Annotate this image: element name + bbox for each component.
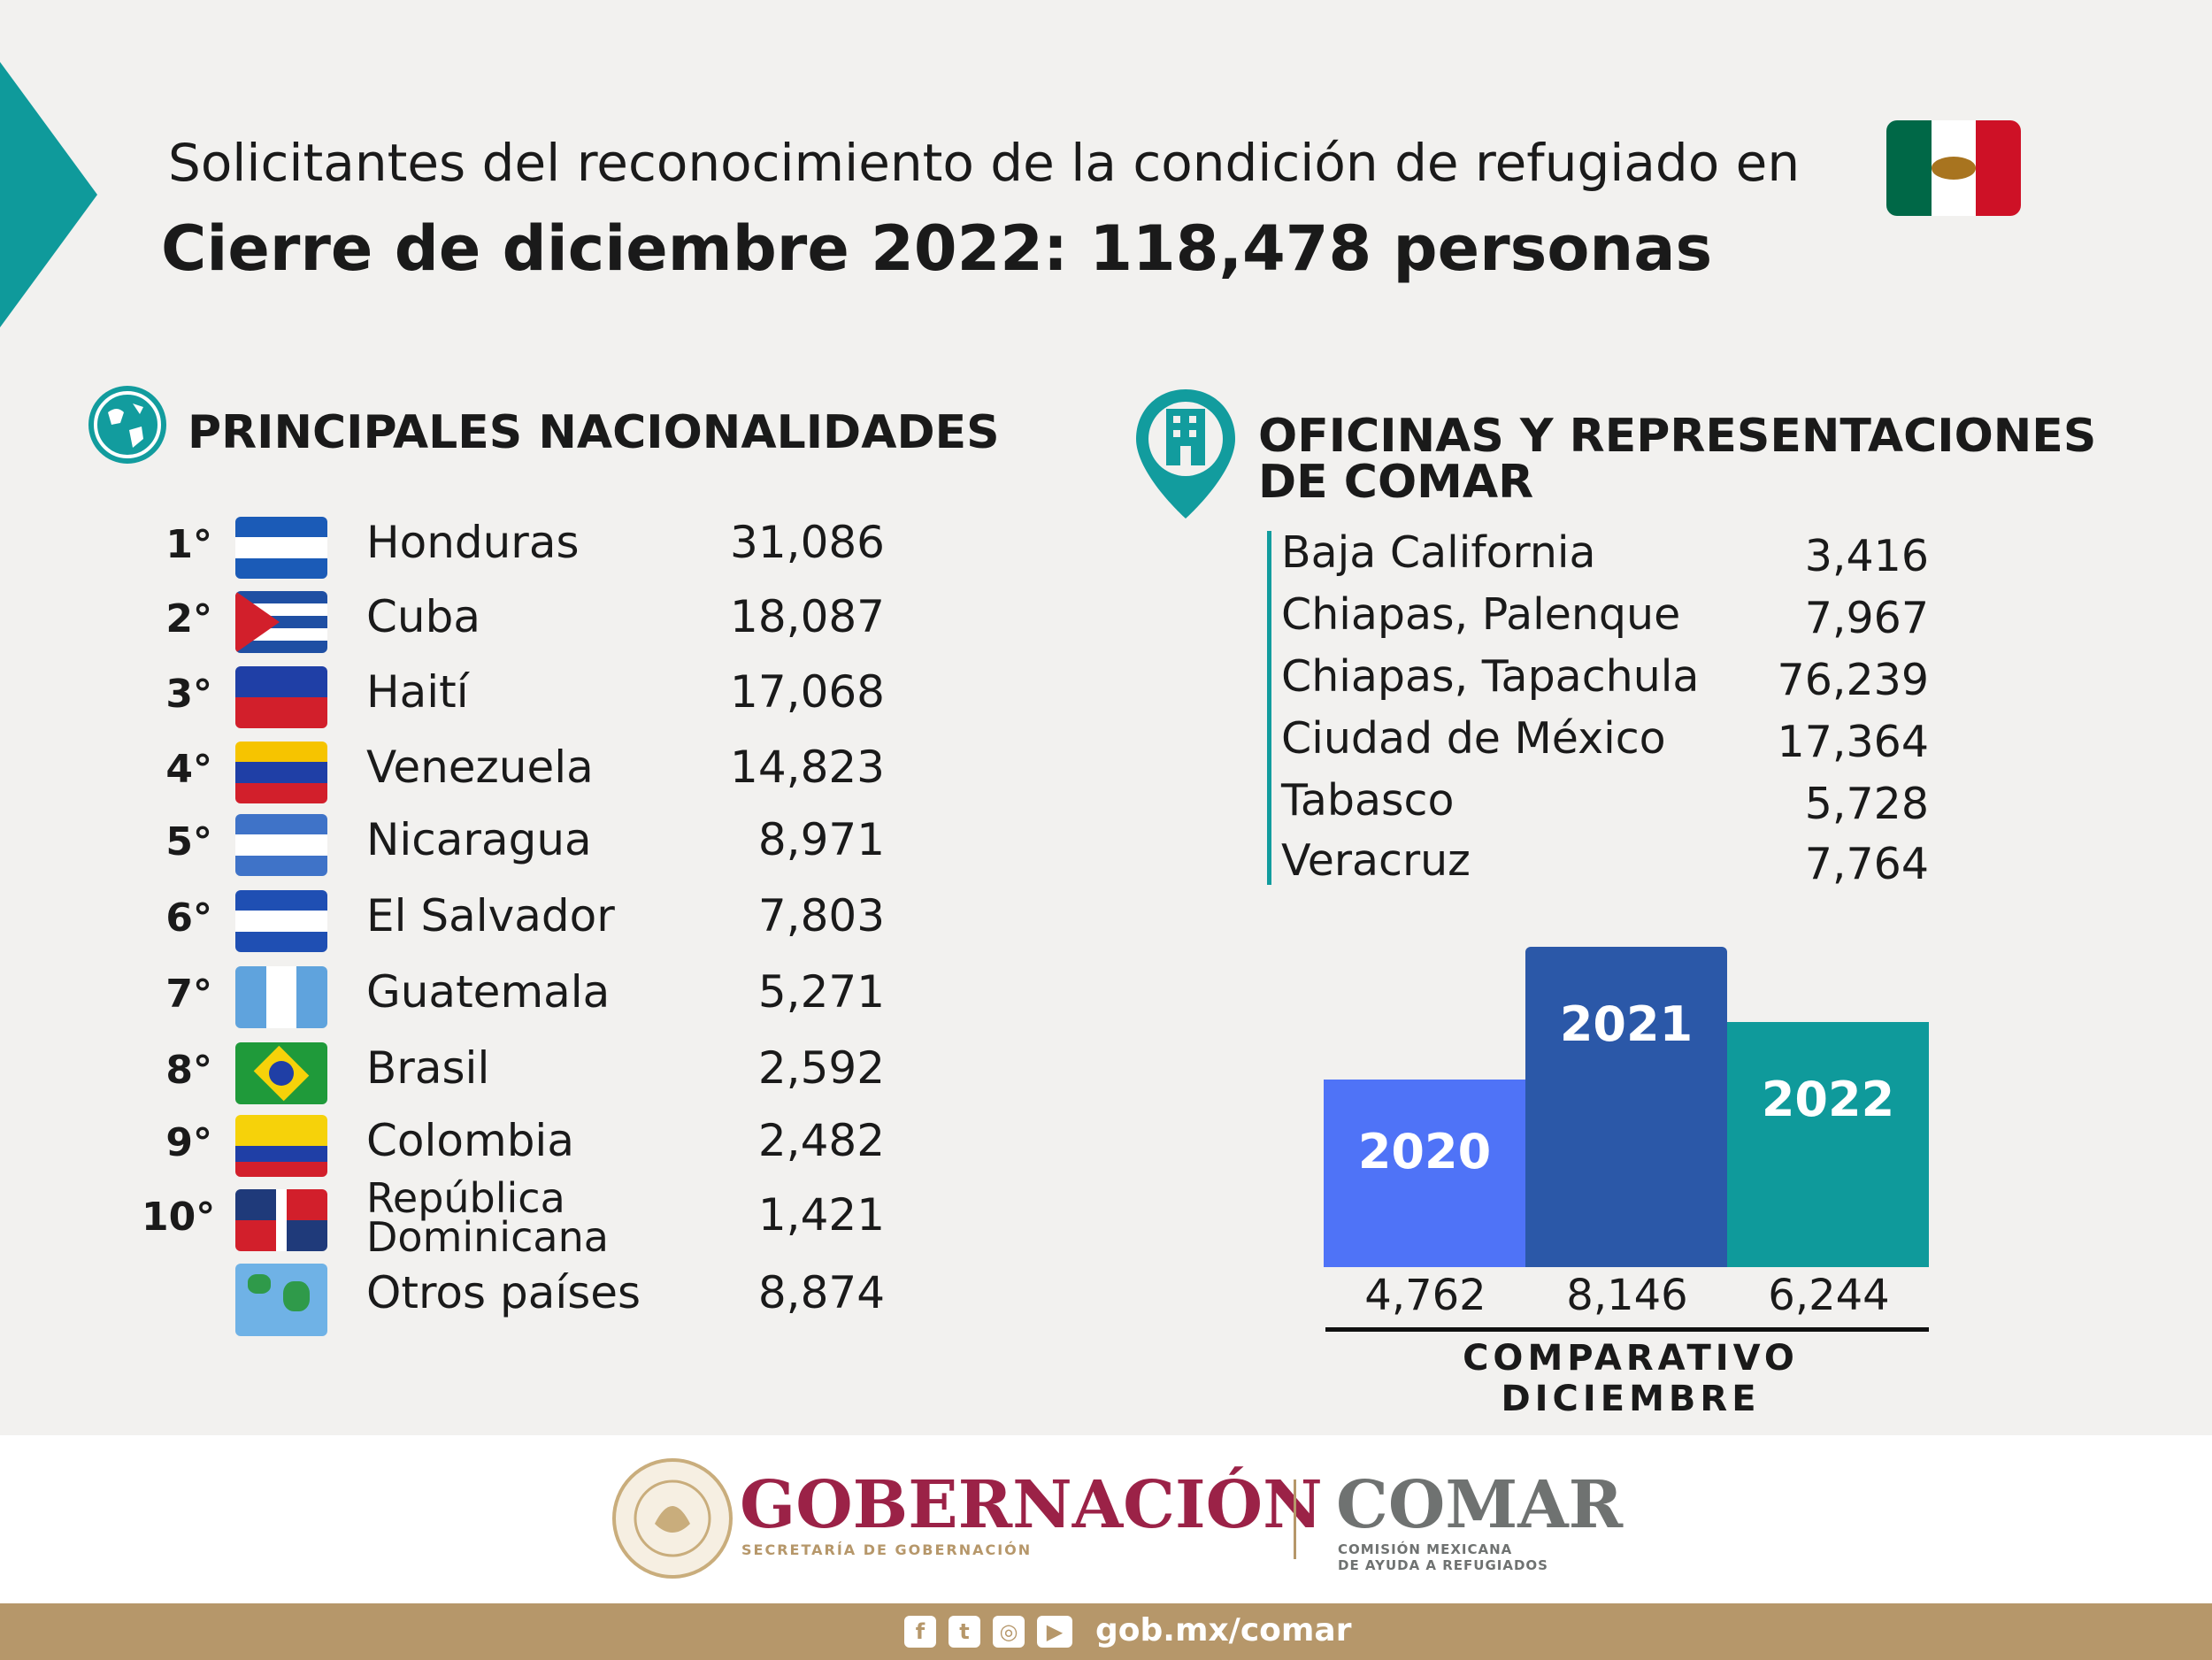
offices-title-line-2: DE COMAR xyxy=(1258,456,1534,509)
nationality-name: Otros países xyxy=(366,1267,641,1318)
nationality-name: Nicaragua xyxy=(366,814,592,865)
bar-year-label: 2020 xyxy=(1357,1124,1492,1180)
twitter-icon[interactable]: t xyxy=(949,1616,980,1648)
nationality-name: Brasil xyxy=(366,1042,490,1094)
cuba-flag-icon xyxy=(235,591,327,653)
office-name: Chiapas, Tapachula xyxy=(1281,651,1700,702)
youtube-icon[interactable]: ▶ xyxy=(1037,1616,1072,1648)
nationality-name: Cuba xyxy=(366,591,480,642)
office-name: Veracruz xyxy=(1281,835,1471,886)
world-map-icon xyxy=(235,1264,327,1336)
nationality-value: 1,421 xyxy=(757,1189,885,1241)
nationality-name: Venezuela xyxy=(366,742,594,793)
nationality-value: 18,087 xyxy=(730,591,885,642)
haiti-flag-icon xyxy=(235,666,327,728)
nationality-name: Guatemala xyxy=(366,966,611,1018)
office-value: 7,764 xyxy=(1804,839,1929,889)
comar-logo: COMAR xyxy=(1336,1467,1624,1543)
chart-axis-line xyxy=(1325,1327,1929,1332)
colombia-flag-icon xyxy=(235,1115,327,1177)
nationality-rank: 6° xyxy=(165,895,212,941)
nationality-value: 2,592 xyxy=(757,1042,885,1094)
nationality-value: 31,086 xyxy=(730,517,885,568)
nationality-value: 8,971 xyxy=(757,814,885,865)
venezuela-flag-icon xyxy=(235,742,327,803)
bar-year-label: 2022 xyxy=(1761,1072,1895,1127)
chart-title: COMPARATIVO DICIEMBRE xyxy=(1463,1338,1799,1419)
page-title: Solicitantes del reconocimiento de la co… xyxy=(168,133,1801,193)
nationality-rank: 9° xyxy=(165,1120,212,1165)
nationalities-title: PRINCIPALES NACIONALIDADES xyxy=(188,406,1000,459)
logo-divider xyxy=(1294,1479,1296,1559)
comar-subtitle-line-1: COMISIÓN MEXICANA xyxy=(1338,1541,1513,1557)
website-link[interactable]: gob.mx/comar xyxy=(1095,1612,1352,1648)
office-value: 5,728 xyxy=(1804,779,1929,829)
nationality-name: República Dominicana xyxy=(366,1174,609,1261)
bar-2022: 2022 xyxy=(1727,1022,1929,1267)
instagram-icon[interactable]: ◎ xyxy=(993,1616,1025,1648)
office-name: Tabasco xyxy=(1281,775,1455,826)
office-name: Baja California xyxy=(1281,527,1596,578)
nationality-value: 17,068 xyxy=(730,666,885,718)
nationality-rank: 7° xyxy=(165,972,212,1017)
nationality-rank: 2° xyxy=(165,596,212,642)
bar-2021: 2021 xyxy=(1525,947,1727,1267)
office-value: 7,967 xyxy=(1804,593,1929,643)
nationality-rank: 3° xyxy=(165,672,212,717)
bar-year-label: 2021 xyxy=(1559,996,1694,1052)
nationality-name: Honduras xyxy=(366,517,580,568)
nationality-rank: 5° xyxy=(165,819,212,865)
footer xyxy=(0,1435,2212,1603)
page-subtitle: Cierre de diciembre 2022: 118,478 person… xyxy=(161,212,1713,285)
brasil-flag-icon xyxy=(235,1042,327,1104)
guatemala-flag-icon xyxy=(235,966,327,1028)
comar-subtitle-line-2: DE AYUDA A REFUGIADOS xyxy=(1338,1557,1548,1573)
office-value: 17,364 xyxy=(1777,717,1929,767)
bar-value-label: 8,146 xyxy=(1566,1271,1688,1320)
mexico-flag-icon xyxy=(1886,120,2021,216)
nationality-value: 5,271 xyxy=(757,966,885,1018)
nationality-name: Haití xyxy=(366,666,469,718)
mexico-seal-icon xyxy=(612,1458,733,1579)
nationality-value: 7,803 xyxy=(757,890,885,941)
nationality-rank: 4° xyxy=(165,747,212,792)
dominican-flag-icon xyxy=(235,1189,327,1251)
nationality-rank: 1° xyxy=(165,522,212,567)
nicaragua-flag-icon xyxy=(235,814,327,876)
office-value: 76,239 xyxy=(1777,655,1929,705)
facebook-icon[interactable]: f xyxy=(904,1616,936,1648)
office-location-pin-icon xyxy=(1136,389,1235,519)
office-value: 3,416 xyxy=(1804,531,1929,581)
nationality-name: Colombia xyxy=(366,1115,574,1166)
nationality-name: El Salvador xyxy=(366,890,615,941)
nationality-rank: 10° xyxy=(142,1195,216,1240)
office-name: Ciudad de México xyxy=(1281,713,1666,764)
gobernacion-logo: GOBERNACIÓN xyxy=(740,1467,1323,1543)
office-name: Chiapas, Palenque xyxy=(1281,589,1681,640)
nationality-value: 2,482 xyxy=(757,1115,885,1166)
honduras-flag-icon xyxy=(235,517,327,579)
offices-title-line-1: OFICINAS Y REPRESENTACIONES xyxy=(1258,410,2097,463)
el-salvador-flag-icon xyxy=(235,890,327,952)
bar-value-label: 4,762 xyxy=(1364,1271,1486,1320)
footer-band xyxy=(0,1603,2212,1660)
nationality-value: 8,874 xyxy=(757,1267,885,1318)
comar-subtitle: COMISIÓN MEXICANA DE AYUDA A REFUGIADOS xyxy=(1338,1541,1548,1573)
offices-accent-line xyxy=(1267,531,1271,885)
gobernacion-subtitle: SECRETARÍA DE GOBERNACIÓN xyxy=(741,1541,1033,1558)
nationality-rank: 8° xyxy=(165,1048,212,1093)
bar-2020: 2020 xyxy=(1324,1080,1525,1267)
nationality-value: 14,823 xyxy=(730,742,885,793)
globe-icon xyxy=(88,386,166,464)
bar-value-label: 6,244 xyxy=(1768,1271,1890,1320)
decorative-arrow xyxy=(0,62,97,327)
